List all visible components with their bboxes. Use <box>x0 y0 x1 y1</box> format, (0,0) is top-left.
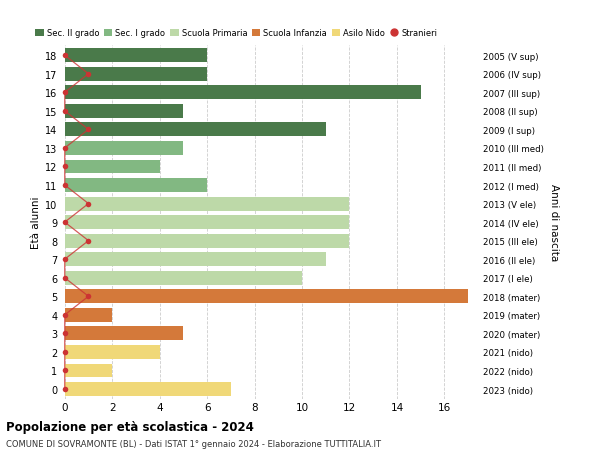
Bar <box>65 345 160 359</box>
Bar <box>65 382 231 396</box>
Point <box>60 274 70 282</box>
Point <box>60 330 70 337</box>
Text: Popolazione per età scolastica - 2024: Popolazione per età scolastica - 2024 <box>6 420 254 433</box>
Point <box>60 367 70 375</box>
Bar <box>65 290 468 303</box>
Point <box>83 126 93 134</box>
Point <box>60 145 70 152</box>
Bar <box>65 49 207 63</box>
Legend: Sec. II grado, Sec. I grado, Scuola Primaria, Scuola Infanzia, Asilo Nido, Stran: Sec. II grado, Sec. I grado, Scuola Prim… <box>35 29 437 38</box>
Point <box>83 201 93 208</box>
Bar <box>65 105 184 118</box>
Bar <box>65 234 349 248</box>
Point <box>83 293 93 300</box>
Point <box>83 237 93 245</box>
Bar <box>65 253 326 267</box>
Point <box>60 90 70 97</box>
Bar <box>65 67 207 82</box>
Bar <box>65 364 112 378</box>
Y-axis label: Anni di nascita: Anni di nascita <box>549 184 559 261</box>
Text: COMUNE DI SOVRAMONTE (BL) - Dati ISTAT 1° gennaio 2024 - Elaborazione TUTTITALIA: COMUNE DI SOVRAMONTE (BL) - Dati ISTAT 1… <box>6 439 381 448</box>
Y-axis label: Età alunni: Età alunni <box>31 196 41 249</box>
Point <box>60 312 70 319</box>
Point <box>60 219 70 226</box>
Bar <box>65 271 302 285</box>
Point <box>83 71 93 78</box>
Point <box>60 108 70 115</box>
Point <box>60 182 70 189</box>
Point <box>60 163 70 171</box>
Bar <box>65 179 207 192</box>
Point <box>60 386 70 393</box>
Bar <box>65 308 112 322</box>
Point <box>60 256 70 263</box>
Bar <box>65 160 160 174</box>
Bar <box>65 123 326 137</box>
Bar <box>65 327 184 341</box>
Point <box>60 348 70 356</box>
Bar <box>65 142 184 156</box>
Bar <box>65 197 349 211</box>
Bar <box>65 216 349 230</box>
Bar <box>65 86 421 100</box>
Point <box>60 52 70 60</box>
